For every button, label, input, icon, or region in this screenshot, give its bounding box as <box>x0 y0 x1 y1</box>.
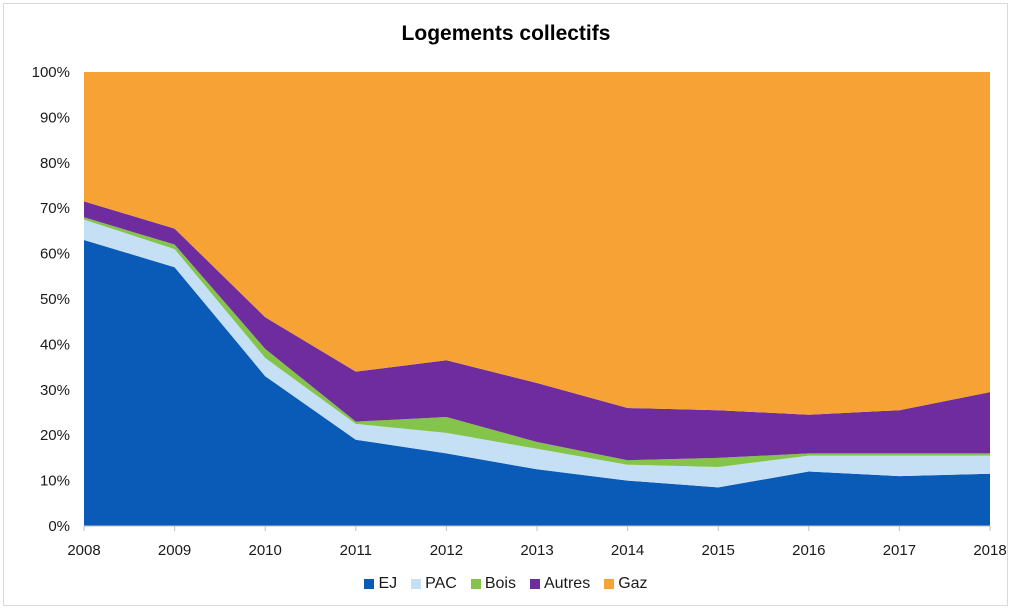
area-ej <box>84 240 990 526</box>
y-tick-label: 10% <box>40 473 70 490</box>
legend-swatch <box>529 579 540 589</box>
legend-label: EJ <box>378 575 398 592</box>
x-axis: 2008 2009 2010 2011 2012 2013 2014 2015 2016 2017… <box>67 525 1007 559</box>
y-axis: 0% 10% 20% 30% 40% 50% 60% 70% 80% 90% 100% <box>32 64 70 535</box>
x-tick-label: 2018 <box>973 542 1006 559</box>
x-tick-label: 2012 <box>430 542 463 559</box>
area-autres <box>84 201 990 461</box>
y-tick-label: 40% <box>40 336 70 353</box>
y-tick-label: 30% <box>40 382 70 399</box>
legend-swatch <box>364 579 375 589</box>
x-tick-label: 2011 <box>340 542 372 559</box>
legend-label: Gaz <box>618 575 648 592</box>
legend-item-pac: PAC <box>411 575 457 593</box>
legend-swatch <box>604 579 615 589</box>
x-tick-label: 2008 <box>67 542 100 559</box>
y-tick-label: 70% <box>40 200 70 217</box>
y-tick-label: 80% <box>40 155 70 172</box>
y-tick-label: 90% <box>40 109 70 126</box>
chart-title: Logements collectifs <box>401 22 611 45</box>
legend-label: Bois <box>484 575 516 592</box>
area-gaz <box>84 72 990 415</box>
legend-item-gaz: Gaz <box>604 575 648 593</box>
x-tick-label: 2015 <box>702 542 735 559</box>
y-tick-label: 0% <box>48 518 70 535</box>
legend-item-ej: EJ <box>364 575 397 593</box>
x-tick-label: 2009 <box>158 542 191 559</box>
area-layers <box>84 72 990 526</box>
y-tick-label: 50% <box>40 291 70 308</box>
legend-swatch <box>411 579 422 589</box>
x-tick-label: 2016 <box>792 542 825 559</box>
y-tick-label: 100% <box>32 64 70 81</box>
legend: EJ PAC Bois Autres Gaz <box>0 575 1012 593</box>
x-tick-label: 2013 <box>520 542 553 559</box>
legend-label: PAC <box>425 575 457 592</box>
plot-area: 2008 2009 2010 2011 2012 2013 2014 2015 2016 2017… <box>32 64 1007 559</box>
legend-swatch <box>470 579 481 589</box>
legend-item-autres: Autres <box>529 575 591 593</box>
legend-label: Autres <box>543 575 591 592</box>
y-tick-label: 60% <box>40 246 70 263</box>
x-tick-label: 2010 <box>249 542 282 559</box>
x-tick-label: 2017 <box>883 542 916 559</box>
area-pac <box>84 219 990 488</box>
x-tick-label: 2014 <box>611 542 644 559</box>
legend-item-bois: Bois <box>470 575 516 593</box>
y-tick-label: 20% <box>40 427 70 444</box>
